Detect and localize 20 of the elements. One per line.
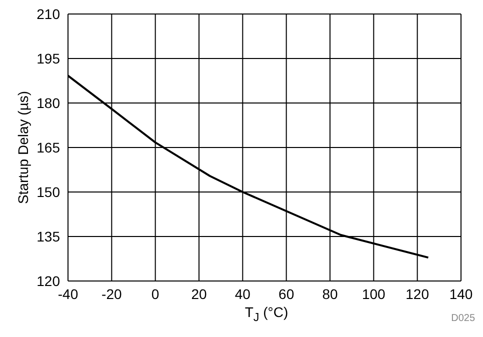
x-tick-label: 120 xyxy=(406,286,430,302)
x-tick-label: 140 xyxy=(449,286,473,302)
y-tick-label: 165 xyxy=(36,139,60,156)
y-tick-label: 150 xyxy=(36,184,60,200)
x-tick-label: 20 xyxy=(191,286,207,302)
x-tick-label: 60 xyxy=(278,286,294,302)
x-tick-label: -40 xyxy=(58,286,78,302)
y-tick-label: 210 xyxy=(36,6,60,22)
x-tick-label: 80 xyxy=(322,286,338,302)
x-tick-label: 0 xyxy=(151,286,160,302)
x-tick-label: 40 xyxy=(234,286,251,302)
x-tick-label: -20 xyxy=(102,286,122,302)
y-tick-label: 120 xyxy=(36,272,60,289)
x-axis-title: T$_{J}$ (°C) xyxy=(244,304,288,324)
y-tick-label: 135 xyxy=(36,228,60,244)
y-axis-title: Startup Delay (µs) xyxy=(14,90,31,204)
y-tick-label: 180 xyxy=(36,94,60,111)
text: D025 xyxy=(451,313,475,324)
x-tick-label: 100 xyxy=(362,286,386,302)
y-tick-label: 195 xyxy=(36,50,60,66)
